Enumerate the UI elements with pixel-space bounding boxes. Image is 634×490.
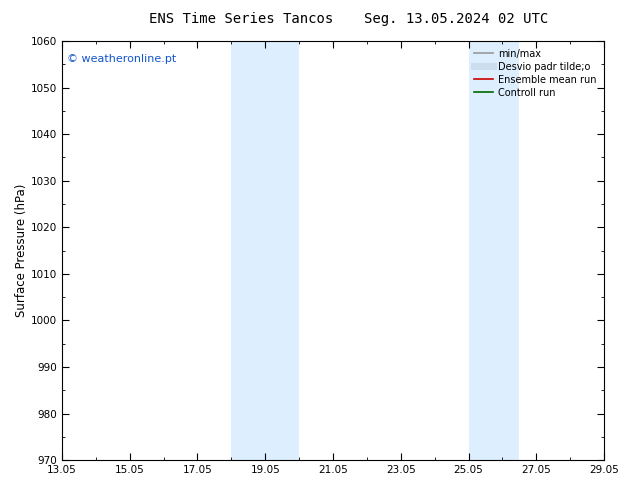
Text: Seg. 13.05.2024 02 UTC: Seg. 13.05.2024 02 UTC <box>365 12 548 26</box>
Text: ENS Time Series Tancos: ENS Time Series Tancos <box>149 12 333 26</box>
Y-axis label: Surface Pressure (hPa): Surface Pressure (hPa) <box>15 184 28 318</box>
Bar <box>231 41 299 460</box>
Bar <box>469 41 519 460</box>
Text: © weatheronline.pt: © weatheronline.pt <box>67 53 176 64</box>
Legend: min/max, Desvio padr tilde;o, Ensemble mean run, Controll run: min/max, Desvio padr tilde;o, Ensemble m… <box>470 46 599 100</box>
